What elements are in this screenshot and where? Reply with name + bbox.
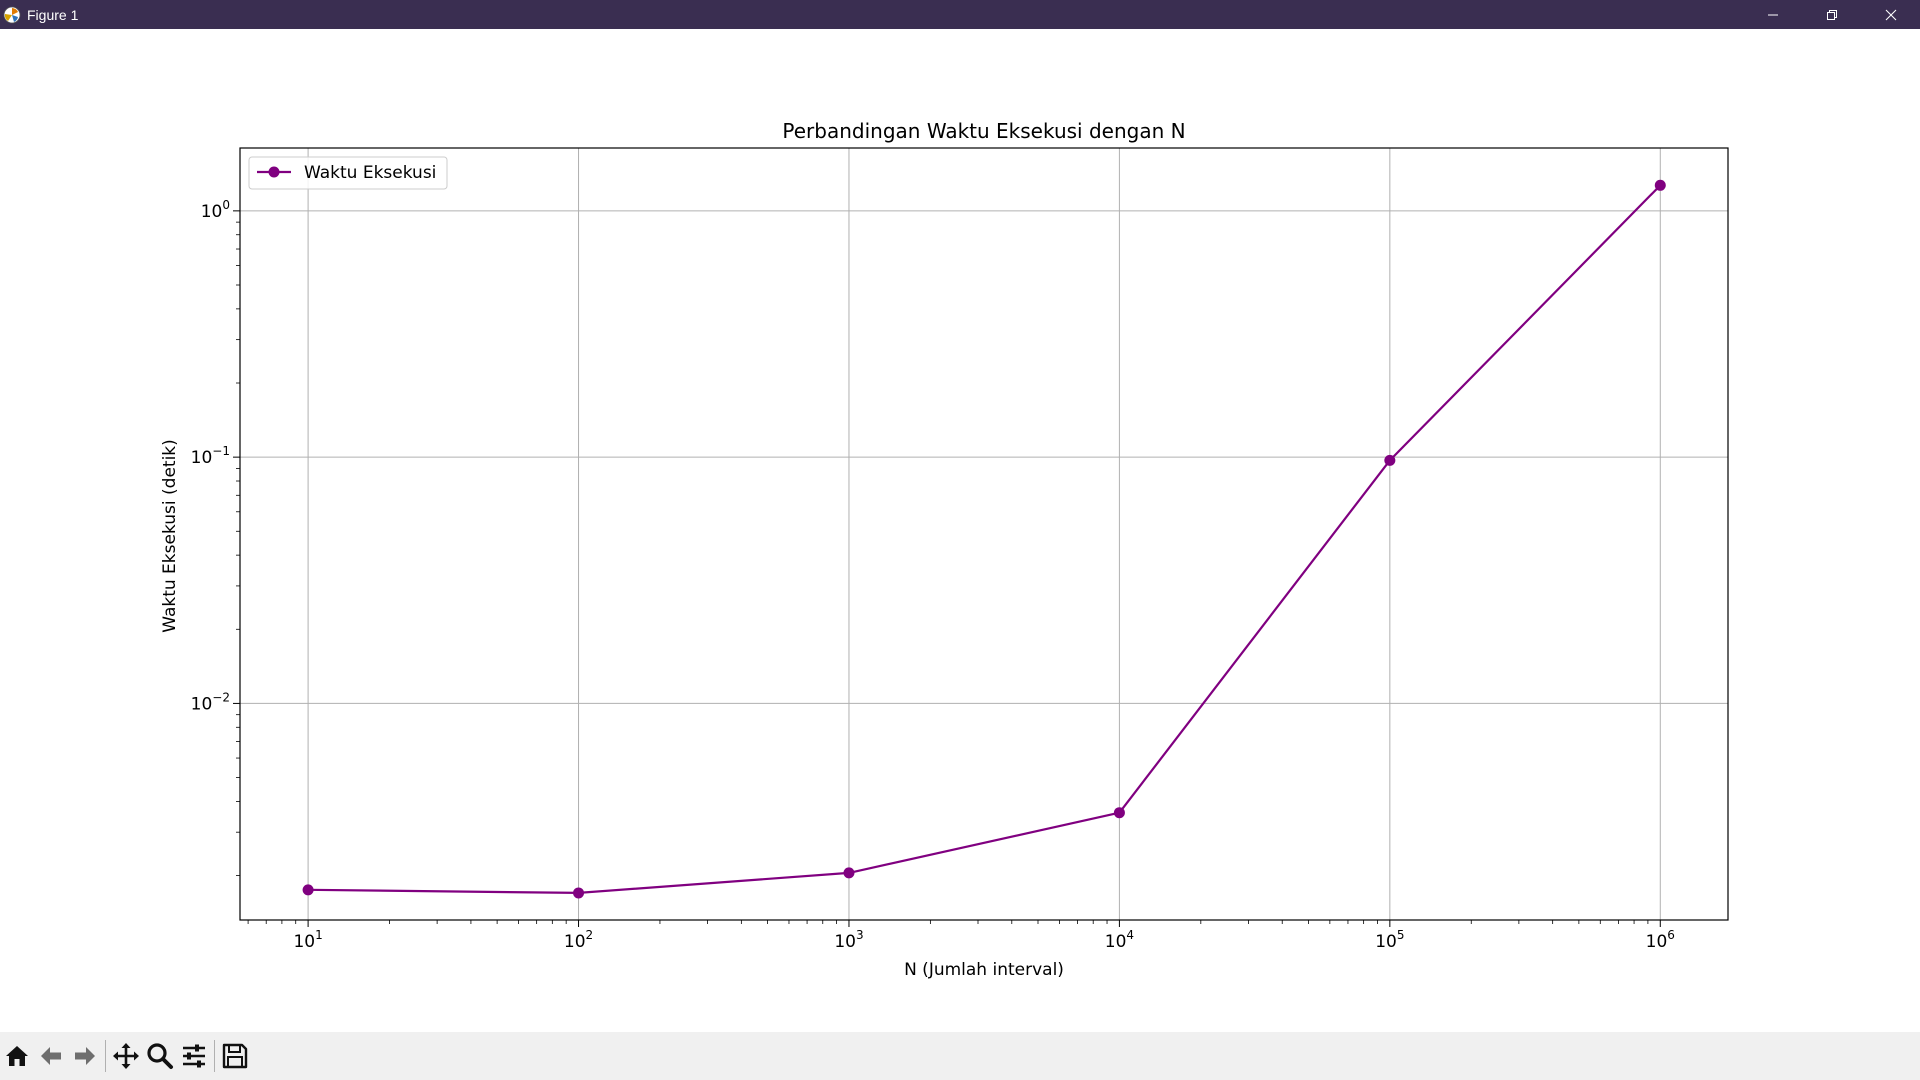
restore-button[interactable]	[1802, 0, 1861, 29]
configure-subplots-button[interactable]	[177, 1036, 211, 1076]
data-point	[573, 887, 585, 899]
minor-ticks	[236, 221, 1649, 924]
pan-button[interactable]	[109, 1036, 143, 1076]
figure-canvas: 101 102 103 104 105 106 10−2 10−1 100 Perbandin…	[0, 29, 1920, 1032]
legend-box	[248, 156, 448, 190]
y-tick-label: 10−1	[191, 444, 230, 468]
data-point	[1384, 454, 1396, 466]
close-button[interactable]	[1861, 0, 1920, 29]
back-button[interactable]	[34, 1036, 68, 1076]
toolbar-separator	[105, 1040, 106, 1072]
legend-label: Waktu Eksekusi	[304, 163, 436, 183]
x-tick-label: 103	[834, 928, 863, 952]
x-tick-label: 105	[1375, 928, 1404, 952]
x-tick-labels: 101 102 103 104 105 106	[293, 928, 1674, 952]
minimize-icon	[1767, 14, 1778, 15]
series-layer	[302, 179, 1666, 899]
save-icon	[222, 1043, 248, 1069]
navigation-toolbar	[0, 1032, 1920, 1080]
home-button[interactable]	[0, 1036, 34, 1076]
close-icon	[1885, 9, 1896, 20]
forward-button[interactable]	[68, 1036, 102, 1076]
data-point	[1113, 807, 1125, 819]
y-tick-labels: 10−2 10−1 100	[191, 198, 230, 715]
y-tick-label: 10−2	[191, 690, 230, 714]
zoom-icon	[147, 1043, 173, 1069]
major-ticks	[233, 210, 1661, 927]
legend-marker-icon	[268, 166, 280, 178]
line-chart: 101 102 103 104 105 106 10−2 10−1 100 Perbandin…	[160, 119, 1729, 980]
axes-frame	[239, 147, 1729, 921]
back-arrow-icon	[41, 1047, 61, 1065]
home-icon	[6, 1046, 28, 1066]
matplotlib-logo-icon	[3, 6, 21, 24]
forward-arrow-icon	[75, 1047, 95, 1065]
data-point	[1654, 179, 1666, 191]
minimize-button[interactable]	[1743, 0, 1802, 29]
x-axis-label: N (Jumlah interval)	[904, 960, 1064, 980]
x-tick-label: 101	[293, 928, 322, 952]
window-title: Figure 1	[27, 6, 79, 23]
configure-subplots-icon	[183, 1044, 205, 1068]
pan-icon	[113, 1043, 139, 1069]
y-tick-label: 100	[201, 198, 230, 222]
data-point	[302, 884, 314, 896]
legend: Waktu Eksekusi	[248, 156, 448, 190]
zoom-button[interactable]	[143, 1036, 177, 1076]
data-point	[843, 867, 855, 879]
y-axis-label: Waktu Eksekusi (detik)	[160, 439, 180, 633]
toolbar-separator	[214, 1040, 215, 1072]
save-button[interactable]	[218, 1036, 252, 1076]
x-tick-label: 106	[1646, 928, 1675, 952]
grid-lines	[240, 148, 1728, 920]
x-tick-label: 104	[1105, 928, 1134, 952]
x-tick-label: 102	[564, 928, 593, 952]
window-controls	[1743, 0, 1920, 29]
chart-title: Perbandingan Waktu Eksekusi dengan N	[782, 119, 1185, 143]
window-titlebar: Figure 1	[0, 0, 1920, 29]
restore-icon	[1826, 9, 1837, 20]
series-line	[308, 184, 1662, 895]
